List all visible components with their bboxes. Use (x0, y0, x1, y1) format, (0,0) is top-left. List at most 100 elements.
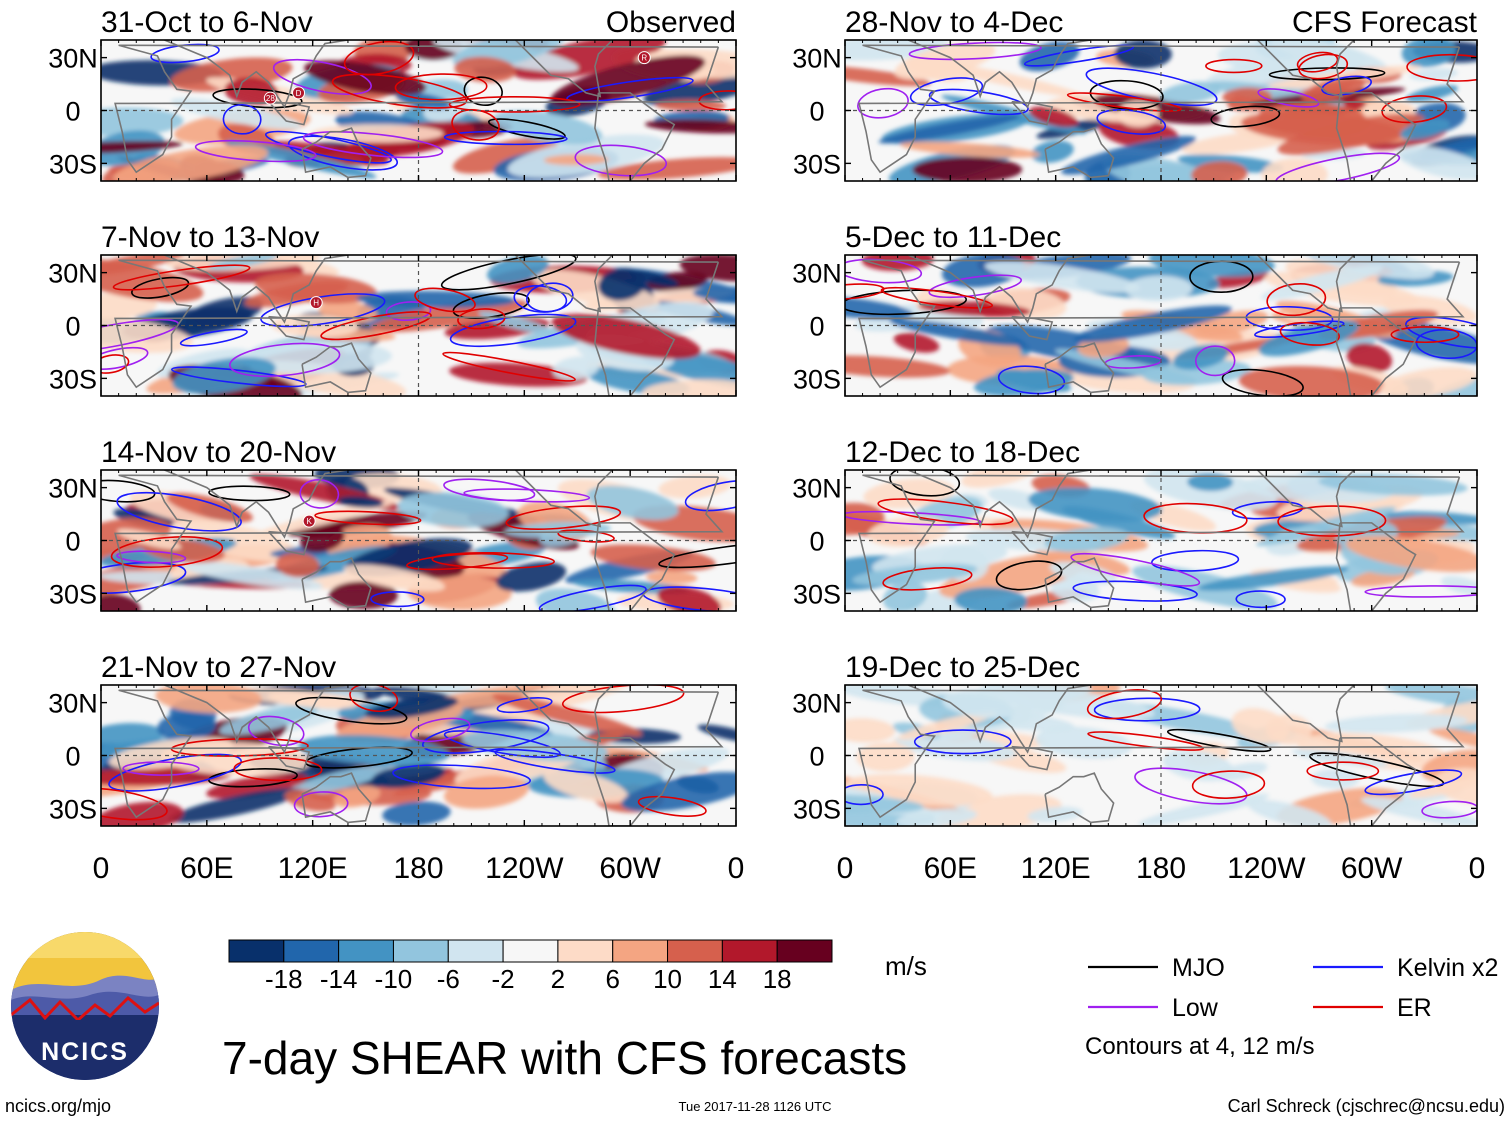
y-tick-label: 0 (65, 312, 80, 342)
x-tick-label: 60E (180, 852, 233, 885)
ncics-logo: NCICS (11, 932, 159, 1080)
y-tick-label: 30N (48, 44, 98, 74)
panel-period: 14-Nov to 20-Nov (101, 436, 336, 469)
x-tick-label: 0 (1469, 852, 1486, 885)
y-tick-label: 0 (65, 97, 80, 127)
storm-marker: 28 (263, 91, 277, 105)
y-tick-label: 30S (793, 579, 841, 609)
y-tick-label: 0 (809, 527, 824, 557)
storm-marker: K (302, 514, 316, 528)
legend-item: ER (1313, 994, 1432, 1022)
y-tick-label: 0 (65, 742, 80, 772)
y-tick-label: 0 (65, 527, 80, 557)
x-tick-label: 60E (924, 852, 977, 885)
panel-field (845, 685, 1477, 826)
x-tick-label: 180 (393, 852, 443, 885)
panel-kind-label: CFS Forecast (1292, 6, 1478, 39)
contour-note: Contours at 4, 12 m/s (1085, 1033, 1314, 1060)
storm-label: H (313, 299, 319, 308)
colorbar-bin (612, 939, 669, 963)
colorbar-tick-label: -14 (320, 964, 358, 994)
y-tick-label: 30N (792, 689, 842, 719)
colorbar-units: m/s (885, 951, 927, 981)
legend-label: MJO (1172, 954, 1225, 982)
panel-period: 7-Nov to 13-Nov (101, 221, 319, 254)
legend-label: Low (1172, 994, 1219, 1022)
y-tick-label: 0 (809, 97, 824, 127)
colorbar-tick-label: -18 (265, 964, 303, 994)
colorbar-bin (557, 939, 614, 963)
panel-field (845, 255, 1477, 396)
y-tick-label: 30S (49, 364, 97, 394)
colorbar-tick-label: 14 (708, 964, 737, 994)
footer-timestamp: Tue 2017-11-28 1126 UTC (679, 1099, 832, 1114)
legend: MJO Kelvin x2 Low ER (1088, 954, 1498, 1022)
panel-kind-label: Observed (606, 6, 736, 39)
colorbar-tick-label: 18 (763, 964, 792, 994)
panel-period: 12-Dec to 18-Dec (845, 436, 1080, 469)
colorbar-tick-label: 6 (605, 964, 619, 994)
legend-item: Kelvin x2 (1313, 954, 1498, 982)
storm-marker: R (637, 51, 651, 65)
colorbar-bin (447, 939, 504, 963)
x-tick-label: 60W (1341, 852, 1403, 885)
panel-p2: H 30N 0 30S 7-Nov to 13-Nov (48, 221, 737, 397)
colorbar-tick-label: 2 (551, 964, 565, 994)
x-tick-label: 60W (599, 852, 661, 885)
panel-p3: K 30N 0 30S 14-Nov to 20-Nov (48, 436, 737, 612)
y-tick-label: 30S (49, 579, 97, 609)
chart-title: 7-day SHEAR with CFS forecasts (222, 1032, 907, 1084)
panel-p7: 30N 0 30S 12-Dec to 18-Dec (792, 436, 1478, 612)
y-tick-label: 30S (49, 794, 97, 824)
panel-p4: 30N 0 30S 21-Nov to 27-Nov (48, 651, 737, 827)
panel-field: K (101, 470, 736, 611)
y-tick-label: 30S (793, 149, 841, 179)
storm-marker: D (292, 86, 306, 100)
x-tick-label: 120E (278, 852, 348, 885)
y-tick-label: 0 (809, 742, 824, 772)
axes-layer: 0 60E 120E 180 120W 60W 0 0 60E 120E 180 120W 60W 0 (93, 852, 1486, 885)
y-tick-label: 0 (809, 312, 824, 342)
panel-p6: 30N 0 30S 5-Dec to 11-Dec (792, 221, 1478, 397)
footer-url: ncics.org/mjo (5, 1096, 111, 1116)
y-tick-label: 30N (48, 474, 98, 504)
colorbar-tick-label: -2 (492, 964, 515, 994)
x-tick-label: 0 (93, 852, 110, 885)
storm-label: 28 (266, 94, 275, 103)
colorbar-tick-label: 10 (653, 964, 682, 994)
y-tick-label: 30N (48, 689, 98, 719)
x-tick-label: 0 (837, 852, 854, 885)
panel-field: H (101, 255, 736, 396)
x-tick-label: 180 (1136, 852, 1186, 885)
legend-label: ER (1397, 994, 1432, 1022)
y-tick-label: 30N (792, 474, 842, 504)
panel-field (101, 685, 736, 826)
panel-period: 5-Dec to 11-Dec (845, 221, 1061, 254)
panel-period: 31-Oct to 6-Nov (101, 6, 313, 39)
x-tick-label: 120W (485, 852, 564, 885)
panel-period: 19-Dec to 25-Dec (845, 651, 1080, 684)
colorbar-bin (283, 939, 340, 963)
storm-label: K (306, 517, 312, 526)
panel-p8: 30N 0 30S 19-Dec to 25-Dec (792, 651, 1478, 827)
storm-label: R (641, 54, 647, 63)
y-tick-label: 30S (49, 149, 97, 179)
legend-label: Kelvin x2 (1397, 954, 1498, 982)
storm-label: D (296, 89, 302, 98)
legend-item: MJO (1088, 954, 1225, 982)
panel-field (845, 40, 1477, 181)
colorbar-bin (502, 939, 559, 963)
colorbar-bin (228, 939, 285, 963)
panel-period: 28-Nov to 4-Dec (845, 6, 1063, 39)
colorbar-bin (338, 939, 394, 963)
y-tick-label: 30N (792, 44, 842, 74)
y-tick-label: 30N (792, 259, 842, 289)
colorbar-bin (776, 939, 833, 963)
panel-p1: 28 D R 30N 0 30S 31-Oct to 6-Nov Observed (48, 6, 737, 182)
colorbar-bin (667, 939, 723, 963)
y-tick-label: 30S (793, 794, 841, 824)
panel-field: 28 D R (101, 40, 736, 181)
footer-credit: Carl Schreck (cjschrec@ncsu.edu) (1228, 1096, 1505, 1116)
